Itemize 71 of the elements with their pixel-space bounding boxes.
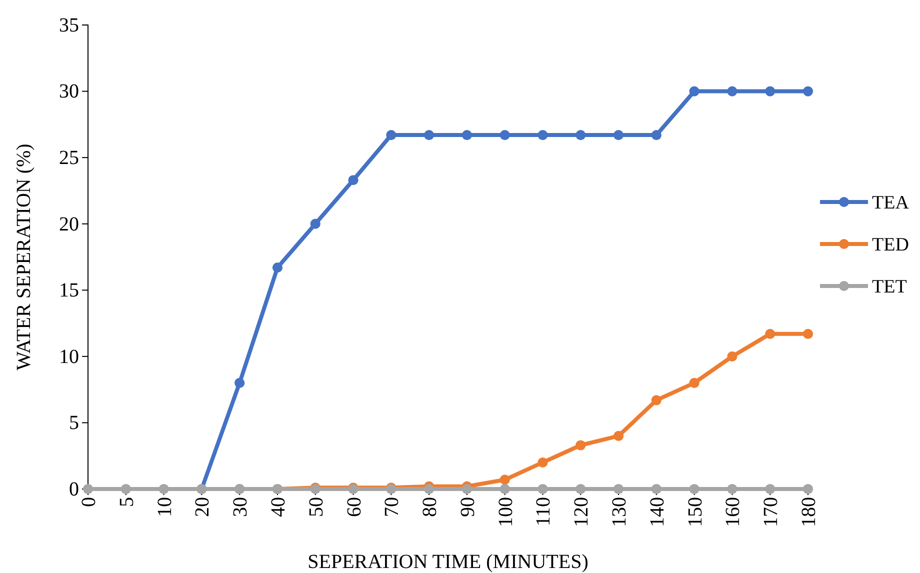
point [689,484,700,494]
point [576,130,586,140]
x-tick-label: 10 [154,497,176,517]
point [462,484,472,494]
legend-label: TET [872,276,908,298]
point [500,474,510,485]
point [576,440,586,450]
point [689,378,700,388]
point [424,130,434,140]
y-tick-label: 10 [59,346,79,368]
point [765,484,776,494]
point [651,395,662,406]
x-tick-label: 80 [419,497,442,517]
x-tick-label: 60 [343,497,366,517]
y-tick-label: 25 [59,146,79,169]
x-axis-title: SEPERATION TIME (MINUTES) [308,551,588,573]
point [386,130,396,140]
x-tick-label: 70 [381,497,404,517]
x-tick-label: 160 [722,497,744,527]
point [82,484,94,494]
point [727,351,738,362]
x-tick-label: 120 [570,497,593,527]
y-tick-label: 20 [59,213,79,236]
point [538,130,548,140]
x-tick-label: 180 [798,497,820,527]
point [727,86,738,96]
point [802,484,814,494]
x-tick-label: 30 [230,497,252,517]
x-tick-label: 40 [267,497,290,517]
point [272,262,283,273]
x-tick-label: 170 [760,497,782,527]
y-tick-label: 15 [59,280,79,302]
point [310,218,320,229]
point [500,484,510,494]
point [424,484,434,494]
x-tick-label: 110 [532,497,555,526]
y-tick-label: 5 [69,412,79,434]
point [538,457,548,468]
legend-label: TED [872,234,909,256]
y-tick-label: 35 [59,14,79,36]
point [120,484,131,494]
point [765,86,776,96]
point [689,86,700,96]
x-tick-label: 50 [305,497,328,517]
point [802,328,814,339]
x-tick-label: 0 [78,497,100,507]
point [765,328,776,339]
point [613,484,624,494]
point [613,430,624,442]
y-tick-label: 30 [59,80,79,103]
point [727,484,738,494]
point [462,130,472,140]
point [613,130,624,140]
x-tick-label: 130 [608,497,631,527]
x-tick-label: 20 [192,497,214,517]
x-tick-label: 150 [684,497,706,527]
point [500,130,510,140]
x-tick-label: 140 [646,497,668,527]
point [158,484,169,494]
x-tick-label: 90 [456,497,479,517]
point [576,484,586,494]
point [802,86,814,96]
x-tick-label: 100 [494,497,517,527]
point [651,130,662,140]
x-tick-label: 5 [116,497,138,507]
y-axis-title: WATER SEPERATION (%) [13,144,35,370]
point [234,378,245,388]
point [348,175,358,186]
legend-label: TEA [872,192,910,214]
point [651,484,662,494]
point [538,484,548,494]
